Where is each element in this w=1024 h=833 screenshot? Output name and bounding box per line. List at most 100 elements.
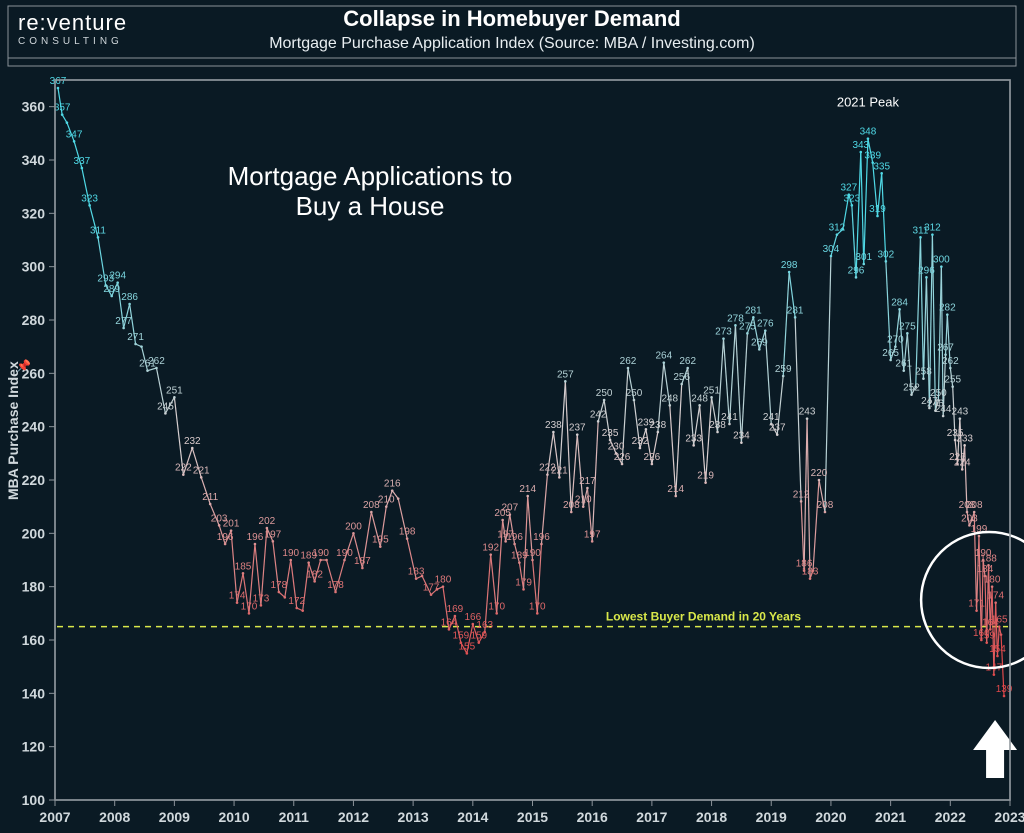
point-label: 257	[557, 369, 574, 380]
point-label: 190	[282, 548, 299, 559]
point-label: 232	[632, 436, 649, 447]
x-tick: 2022	[935, 809, 966, 825]
point-label: 202	[259, 516, 276, 527]
point-label: 159	[470, 631, 487, 642]
point-label: 319	[869, 204, 886, 215]
point-label: 302	[878, 249, 895, 260]
point-label: 174	[229, 591, 246, 602]
point-label: 277	[115, 316, 132, 327]
point-label: 241	[721, 412, 738, 423]
point-label: 233	[685, 433, 702, 444]
y-tick: 220	[22, 472, 46, 488]
point-label: 201	[223, 519, 240, 530]
point-label: 238	[650, 420, 667, 431]
point-label: 256	[673, 372, 690, 383]
point-label: 198	[399, 527, 416, 538]
point-label: 180	[435, 575, 452, 586]
point-label: 262	[620, 356, 637, 367]
point-label: 185	[235, 561, 252, 572]
point-label: 242	[590, 409, 607, 420]
x-tick: 2014	[457, 809, 488, 825]
y-tick: 360	[22, 99, 46, 115]
point-label: 155	[459, 641, 476, 652]
subtitle: Mortgage Purchase Application Index (Sou…	[269, 35, 755, 52]
point-label: 230	[608, 441, 625, 452]
point-label: 262	[679, 356, 696, 367]
point-label: 250	[930, 388, 947, 399]
point-label: 264	[655, 351, 672, 362]
threshold-label: Lowest Buyer Demand in 20 Years	[606, 610, 802, 624]
point-label: 190	[524, 548, 541, 559]
point-label: 275	[739, 321, 756, 332]
point-label: 282	[939, 303, 956, 314]
y-tick: 240	[22, 419, 46, 435]
y-tick: 320	[22, 205, 46, 221]
y-tick: 160	[22, 632, 46, 648]
point-label: 284	[891, 297, 908, 308]
x-tick: 2016	[577, 809, 608, 825]
point-label: 238	[545, 420, 562, 431]
point-label: 237	[569, 423, 586, 434]
point-label: 281	[787, 305, 804, 316]
point-label: 203	[961, 513, 978, 524]
point-label: 196	[506, 532, 523, 543]
point-label: 197	[265, 529, 282, 540]
point-label: 248	[661, 393, 678, 404]
point-label: 221	[551, 465, 568, 476]
point-label: 212	[793, 489, 810, 500]
point-label: 243	[952, 407, 969, 418]
point-label: 178	[327, 580, 344, 591]
y-tick: 140	[22, 685, 46, 701]
point-label: 214	[667, 484, 684, 495]
point-label: 183	[408, 567, 425, 578]
point-label: 188	[980, 553, 997, 564]
point-label: 311	[90, 225, 106, 236]
point-label: 192	[482, 543, 499, 554]
point-label: 261	[895, 359, 912, 370]
x-tick: 2008	[99, 809, 130, 825]
point-label: 233	[956, 433, 973, 444]
x-tick: 2020	[815, 809, 846, 825]
point-label: 180	[984, 575, 1001, 586]
point-label: 197	[584, 529, 601, 540]
point-label: 304	[823, 244, 840, 255]
point-label: 296	[918, 265, 935, 276]
point-label: 210	[575, 495, 592, 506]
point-label: 196	[247, 532, 264, 543]
point-label: 347	[66, 129, 83, 140]
point-label: 250	[626, 388, 643, 399]
point-label: 196	[217, 532, 234, 543]
chart-svg: re:ventureCONSULTINGCollapse in Homebuye…	[0, 0, 1024, 833]
point-label: 327	[841, 183, 858, 194]
point-label: 301	[855, 252, 872, 263]
point-label: 276	[757, 319, 774, 330]
point-label: 300	[933, 255, 950, 266]
point-label: 244	[935, 404, 952, 415]
point-label: 312	[829, 223, 846, 234]
x-tick: 2012	[338, 809, 369, 825]
point-label: 273	[715, 327, 732, 338]
point-label: 163	[476, 620, 493, 631]
point-label: 250	[596, 388, 613, 399]
point-label: 164	[441, 617, 458, 628]
point-label: 208	[966, 500, 983, 511]
point-label: 343	[852, 140, 869, 151]
point-label: 235	[602, 428, 619, 439]
point-label: 323	[843, 193, 860, 204]
point-label: 216	[384, 479, 401, 490]
point-label: 232	[184, 436, 201, 447]
point-label: 255	[944, 375, 961, 386]
point-label: 219	[697, 471, 714, 482]
point-label: 170	[529, 601, 546, 612]
main-title: Collapse in Homebuyer Demand	[343, 6, 680, 31]
point-label: 195	[372, 535, 389, 546]
y-tick: 120	[22, 739, 46, 755]
point-label: 271	[127, 332, 144, 343]
point-label: 337	[74, 156, 91, 167]
point-label: 226	[644, 452, 661, 463]
point-label: 262	[148, 356, 165, 367]
point-label: 367	[50, 76, 67, 87]
y-tick: 340	[22, 152, 46, 168]
point-label: 171	[968, 599, 985, 610]
point-label: 196	[533, 532, 550, 543]
